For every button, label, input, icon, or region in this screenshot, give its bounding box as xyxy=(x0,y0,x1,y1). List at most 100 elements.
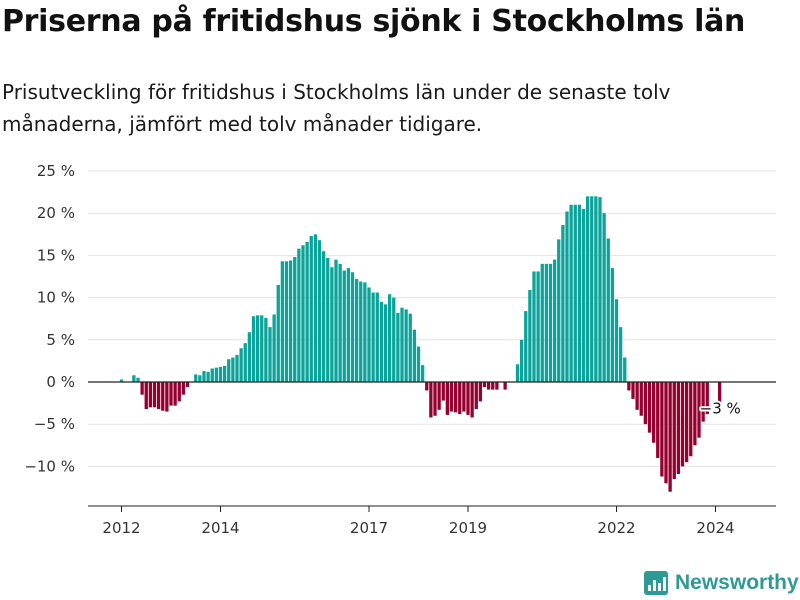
bar xyxy=(181,382,186,395)
x-tick-label: 2022 xyxy=(597,519,635,537)
bar xyxy=(536,271,540,382)
bar xyxy=(210,368,214,382)
bar xyxy=(544,263,549,382)
bar xyxy=(474,382,478,410)
bar xyxy=(194,374,198,382)
bar xyxy=(165,382,169,412)
bar xyxy=(255,315,260,382)
bar xyxy=(375,292,379,382)
brand-name: Newsworthy xyxy=(675,571,799,594)
bar xyxy=(651,382,656,443)
bar xyxy=(338,263,342,382)
bar xyxy=(449,382,454,412)
bar xyxy=(532,271,536,382)
bar xyxy=(260,315,264,382)
bar xyxy=(614,299,619,382)
data-label: −3 % xyxy=(700,399,741,417)
bar xyxy=(420,365,425,382)
bar xyxy=(136,377,140,382)
bar xyxy=(371,292,375,382)
newsworthy-logo: Newsworthy xyxy=(644,566,799,600)
y-tick-label: 0 % xyxy=(46,373,75,391)
bar xyxy=(231,357,235,382)
bar xyxy=(383,304,388,382)
y-tick-label: 25 % xyxy=(37,162,75,180)
bar xyxy=(577,204,582,382)
bar xyxy=(672,382,676,480)
bar xyxy=(387,294,392,382)
bar xyxy=(598,197,602,382)
bar xyxy=(552,259,557,382)
bar xyxy=(326,257,330,382)
bar xyxy=(334,259,338,382)
x-axis: 2012 2014 2017 2019 2022 2024 xyxy=(88,381,776,537)
bar xyxy=(437,382,441,410)
bar xyxy=(379,301,384,382)
x-tick-label: 2017 xyxy=(350,519,388,537)
bar xyxy=(268,327,272,382)
bar xyxy=(680,382,685,467)
y-tick-label: 20 % xyxy=(37,204,75,222)
bar xyxy=(660,382,664,477)
bar xyxy=(404,309,408,382)
bar xyxy=(524,311,528,382)
bar xyxy=(247,332,252,382)
bar xyxy=(342,270,346,382)
bar xyxy=(664,382,668,484)
bar xyxy=(693,382,697,446)
bar xyxy=(482,382,487,388)
bar xyxy=(239,348,243,382)
bar xyxy=(317,240,322,382)
bar xyxy=(528,290,532,382)
y-tick-label: −10 % xyxy=(24,457,75,475)
bar xyxy=(350,272,355,382)
x-tick-label: 2014 xyxy=(201,519,239,537)
y-tick-label: 5 % xyxy=(46,331,75,349)
bar xyxy=(503,382,507,390)
bar xyxy=(519,339,524,382)
bar xyxy=(627,382,631,391)
y-tick-label: 15 % xyxy=(37,246,75,264)
bar-chart-logo-icon xyxy=(644,571,668,595)
y-tick-label: −5 % xyxy=(34,415,75,433)
bar xyxy=(301,245,305,382)
bar xyxy=(429,382,433,418)
bar xyxy=(272,314,276,382)
bar xyxy=(491,382,495,390)
bar xyxy=(243,343,247,382)
bar-series xyxy=(119,196,722,492)
chart-title: Priserna på fritidshus sjönk i Stockholm… xyxy=(2,4,746,39)
bar-chart: 25 % 20 % 15 % 10 % 5 % 0 % −5 % −10 % 2012 2014… xyxy=(24,162,776,537)
bar xyxy=(581,208,586,382)
bar xyxy=(610,268,615,382)
bar xyxy=(313,234,318,382)
bar xyxy=(618,327,623,382)
bar xyxy=(367,287,371,382)
bar xyxy=(548,263,553,382)
bar xyxy=(412,329,417,382)
bar xyxy=(359,281,363,382)
bar xyxy=(643,382,648,425)
bar xyxy=(330,267,334,382)
bar xyxy=(466,382,470,415)
bar xyxy=(218,366,223,382)
bar xyxy=(148,382,153,408)
bar xyxy=(425,382,429,391)
bar xyxy=(478,382,483,402)
bar xyxy=(227,359,231,382)
bar xyxy=(639,382,643,416)
bar xyxy=(656,382,660,458)
bar xyxy=(235,354,239,382)
y-tick-label: 10 % xyxy=(37,289,75,307)
bar xyxy=(689,382,693,457)
bar xyxy=(119,379,124,382)
chart-subtitle: Prisutveckling för fritidshus i Stockhol… xyxy=(2,80,671,136)
bar xyxy=(173,382,177,406)
bar xyxy=(441,382,445,401)
gridlines xyxy=(88,170,776,467)
bar xyxy=(185,382,190,388)
bar xyxy=(396,312,400,382)
bar xyxy=(557,239,561,382)
bar xyxy=(635,382,639,410)
bar xyxy=(705,382,709,415)
